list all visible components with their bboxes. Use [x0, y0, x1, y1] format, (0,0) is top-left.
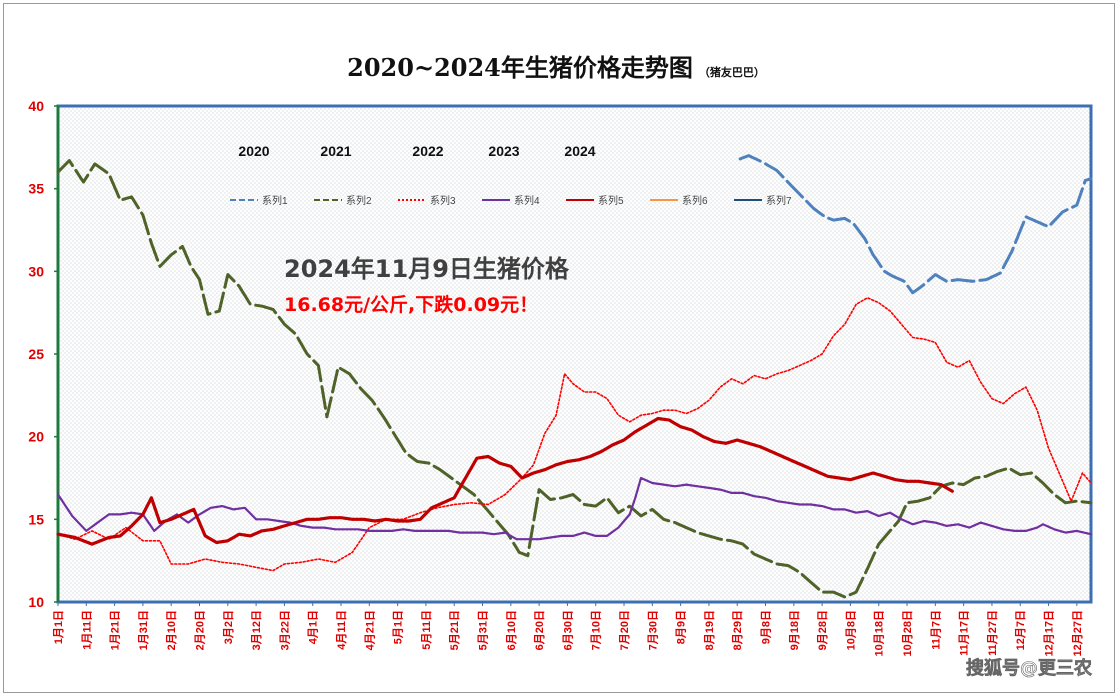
x-tick-label: 9月18日 — [788, 610, 801, 650]
x-tick-label: 6月30日 — [561, 610, 574, 650]
legend-label: 系列3 — [430, 194, 456, 207]
x-tick-label: 12月7日 — [1014, 610, 1027, 650]
x-tick-label: 9月8日 — [760, 610, 773, 644]
year-label-2020: 2020 — [238, 143, 269, 159]
chart-subtitle: （猪友巴巴） — [699, 65, 765, 79]
x-axis-ticks: 1月1日 1月11日 1月21日 1月31日 2月10日 2月20日 3月2日 3月12日 3月… — [52, 602, 1084, 656]
price-annotation-date: 2024年11月9日生猪价格 — [284, 255, 570, 283]
x-tick-label: 5月21日 — [448, 610, 461, 650]
legend-label: 系列5 — [598, 194, 624, 207]
chart-title: 2020~2024年生猪价格走势图 （猪友巴巴） — [347, 53, 765, 82]
x-tick-label: 1月21日 — [109, 610, 122, 650]
x-tick-label: 12月17日 — [1043, 610, 1056, 656]
price-annotation-change: 16.68元/公斤,下跌0.09元！ — [284, 293, 538, 316]
x-tick-label: 7月30日 — [646, 610, 659, 650]
x-tick-label: 8月9日 — [675, 610, 688, 644]
x-tick-label: 6月20日 — [533, 610, 546, 650]
year-label-2024: 2024 — [564, 143, 595, 159]
x-tick-label: 11月17日 — [958, 610, 971, 656]
x-tick-label: 10月18日 — [873, 610, 886, 656]
x-tick-label: 1月31日 — [137, 610, 150, 650]
x-tick-label: 5月31日 — [477, 610, 490, 650]
x-tick-label: 5月1日 — [392, 610, 405, 644]
legend-label: 系列6 — [682, 194, 708, 207]
x-tick-label: 3月12日 — [250, 610, 263, 650]
legend-label: 系列1 — [262, 194, 288, 207]
year-labels: 2020 2021 2022 2023 2024 — [238, 143, 595, 159]
series-line-系列2 — [56, 159, 1093, 599]
y-tick-label: 20 — [28, 429, 44, 445]
x-tick-label: 10月28日 — [901, 610, 914, 656]
x-tick-label: 11月7日 — [929, 610, 942, 650]
y-tick-label: 10 — [28, 594, 44, 610]
year-label-2023: 2023 — [488, 143, 519, 159]
plot-area — [56, 104, 1093, 604]
legend-label: 系列7 — [766, 194, 792, 207]
x-tick-label: 6月10日 — [505, 610, 518, 650]
x-tick-label: 7月10日 — [590, 610, 603, 650]
x-tick-label: 4月1日 — [307, 610, 320, 644]
legend-label: 系列2 — [346, 194, 372, 207]
watermark-text: 搜狐号@更三农 — [966, 657, 1092, 679]
legend: 系列1 系列2 系列3 系列4 系列5 系列6 系列7 — [230, 194, 792, 207]
legend-label: 系列4 — [514, 194, 540, 207]
y-tick-label: 25 — [28, 346, 44, 362]
y-tick-label: 35 — [28, 181, 44, 197]
x-tick-label: 7月20日 — [618, 610, 631, 650]
x-tick-label: 1月1日 — [52, 610, 65, 644]
x-tick-label: 2月20日 — [194, 610, 207, 650]
x-tick-label: 8月19日 — [703, 610, 716, 650]
x-tick-label: 2月10日 — [165, 610, 178, 650]
x-tick-label: 1月11日 — [80, 610, 93, 650]
series-line-系列5 — [56, 416, 954, 546]
x-tick-label: 4月21日 — [363, 610, 376, 650]
x-tick-label: 3月2日 — [222, 610, 235, 644]
year-label-2022: 2022 — [412, 143, 443, 159]
y-tick-label: 40 — [28, 98, 44, 114]
series-line-系列3 — [57, 297, 1092, 572]
x-tick-label: 8月29日 — [731, 610, 744, 650]
series-line-系列1 — [738, 154, 1093, 295]
x-tick-label: 11月27日 — [986, 610, 999, 656]
x-tick-label: 4月11日 — [335, 610, 348, 650]
x-tick-label: 5月11日 — [420, 610, 433, 650]
series-line-系列4 — [56, 476, 1093, 541]
year-label-2021: 2021 — [320, 143, 351, 159]
x-tick-label: 9月28日 — [816, 610, 829, 650]
y-tick-label: 30 — [28, 263, 44, 279]
x-tick-label: 12月27日 — [1071, 610, 1084, 656]
x-tick-label: 3月22日 — [278, 610, 291, 650]
series-lines — [56, 154, 1093, 599]
y-axis-ticks: 10 15 20 25 30 35 40 — [28, 98, 58, 610]
y-tick-label: 15 — [28, 511, 44, 527]
x-tick-label: 10月8日 — [844, 610, 857, 650]
